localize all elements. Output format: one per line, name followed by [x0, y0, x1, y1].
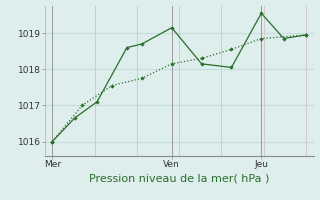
- X-axis label: Pression niveau de la mer( hPa ): Pression niveau de la mer( hPa ): [89, 173, 269, 183]
